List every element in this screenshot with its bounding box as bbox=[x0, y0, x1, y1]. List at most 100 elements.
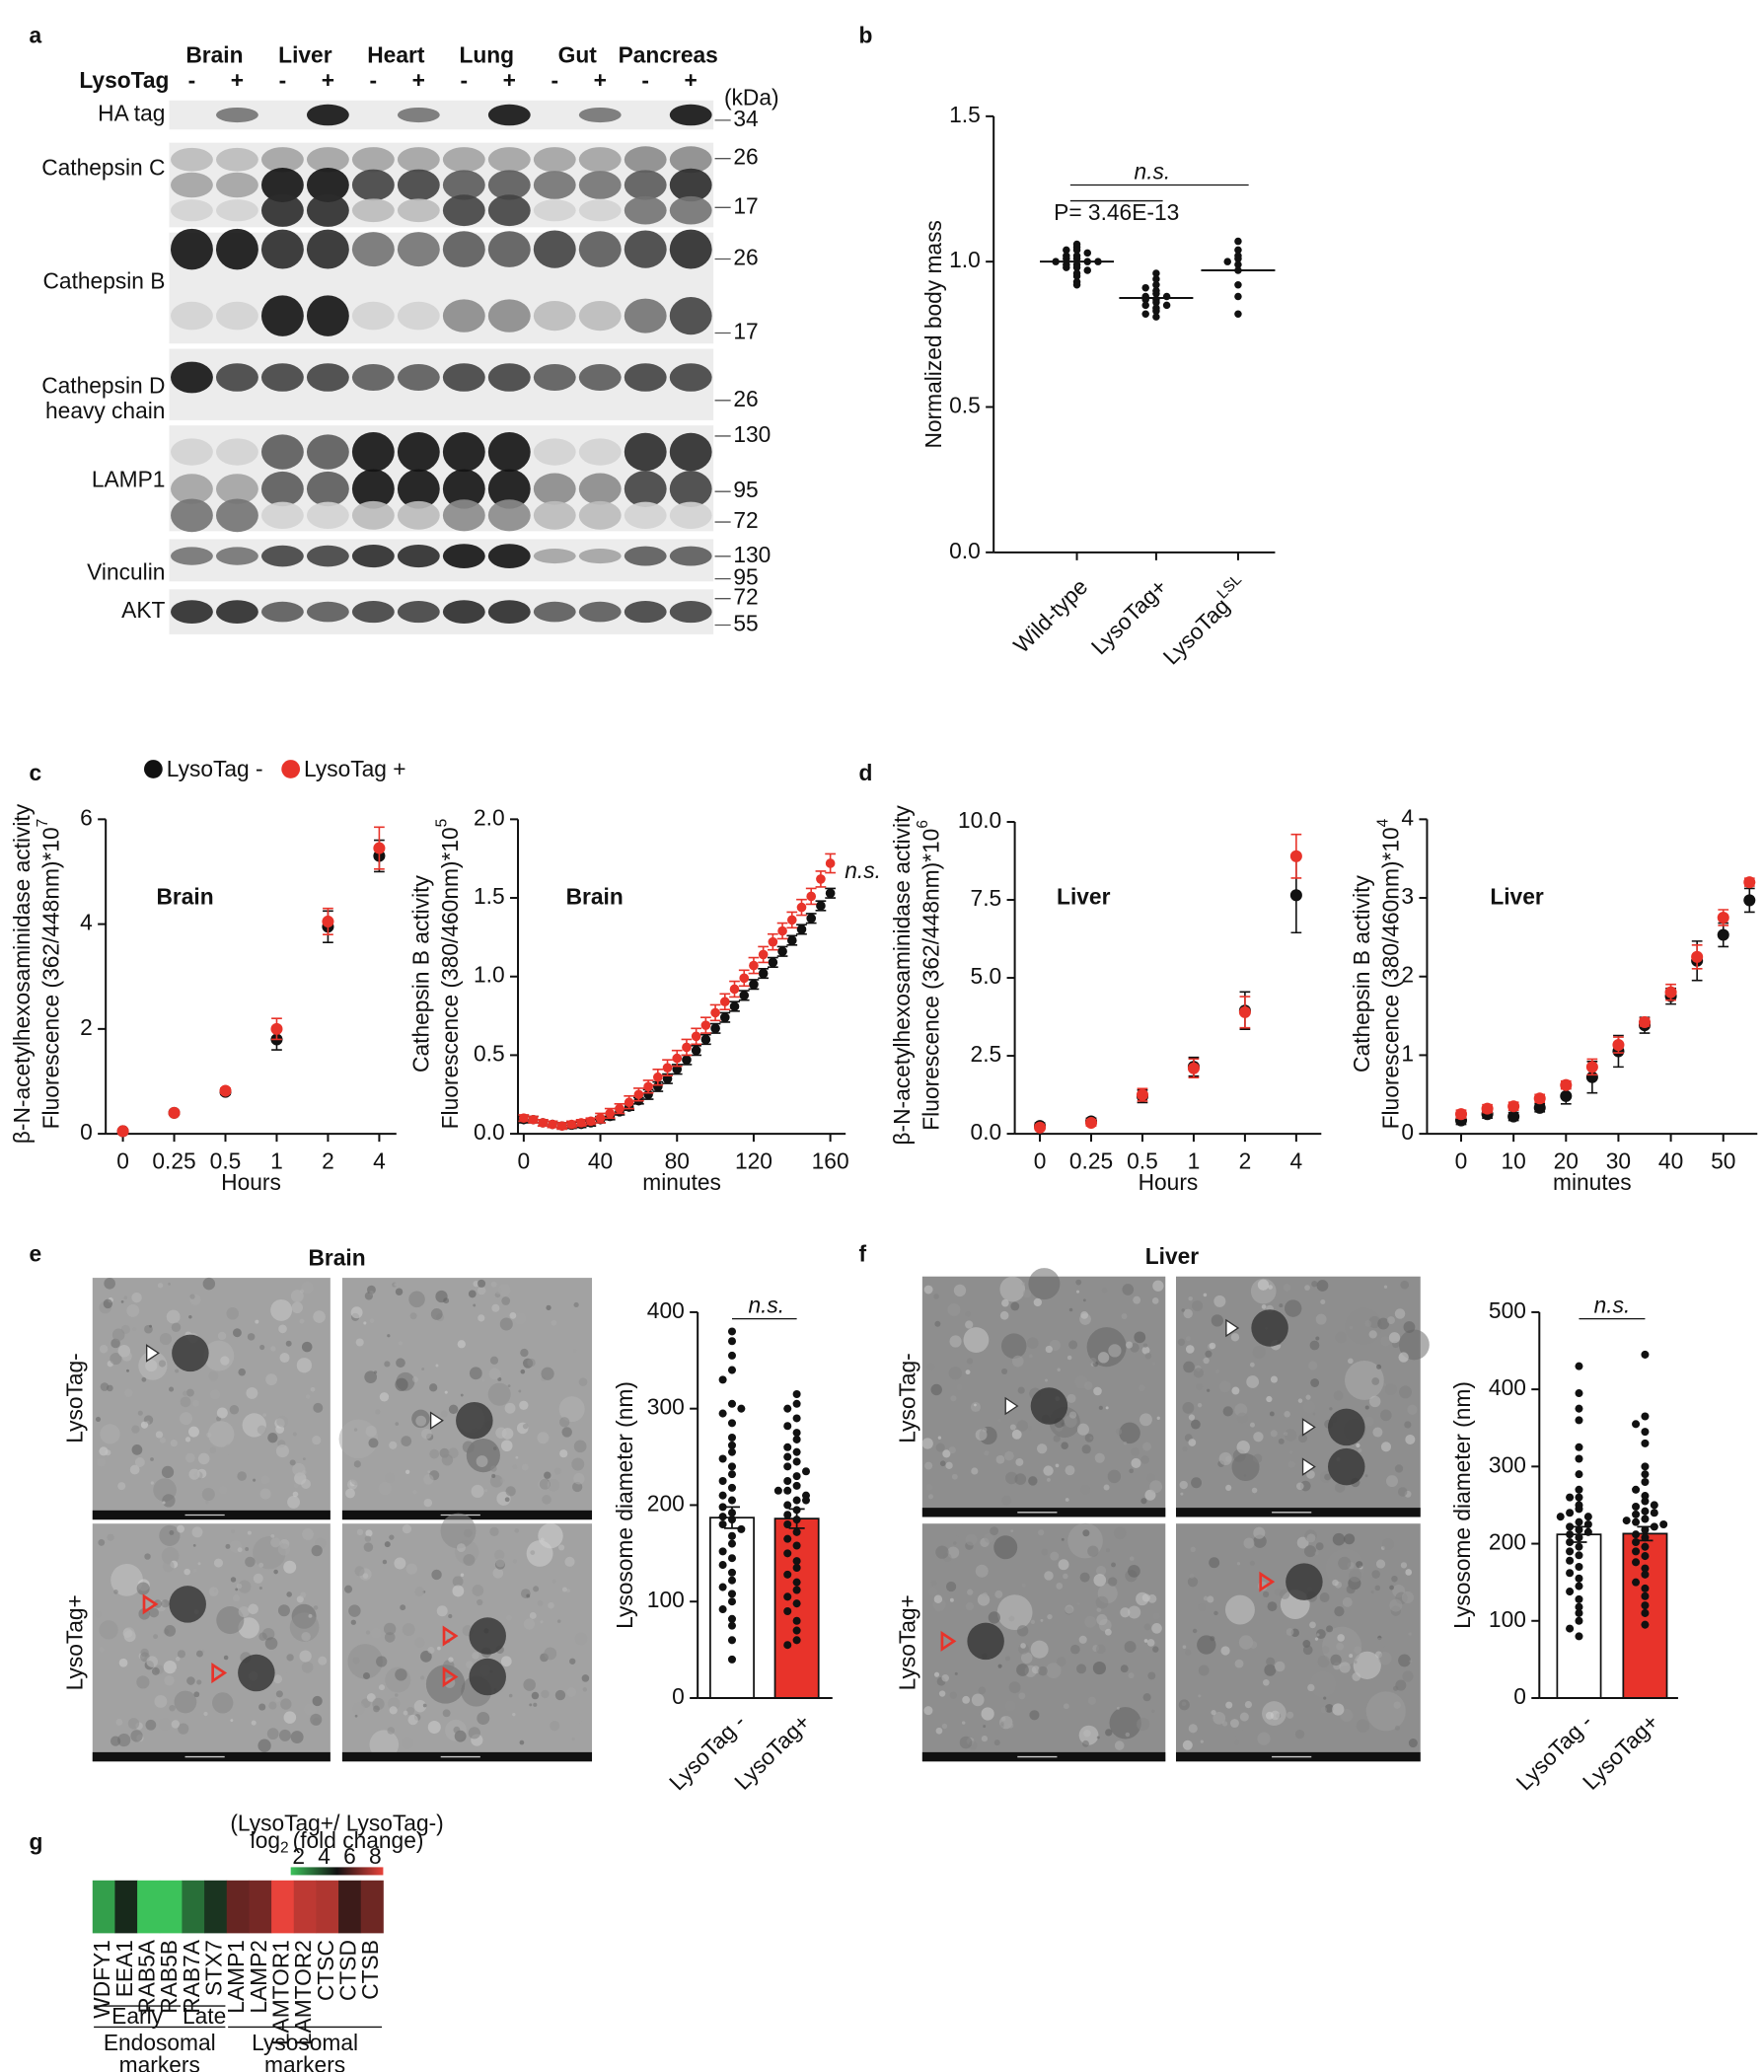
data-point bbox=[1034, 1121, 1047, 1134]
data-point bbox=[700, 1034, 711, 1045]
data-point bbox=[586, 1116, 596, 1127]
texture bbox=[1028, 1268, 1061, 1300]
texture bbox=[1257, 1732, 1271, 1745]
marker-label: 26 bbox=[733, 245, 758, 270]
texture bbox=[98, 1538, 106, 1546]
texture bbox=[159, 1437, 166, 1443]
blot-band bbox=[578, 601, 622, 623]
texture bbox=[1066, 1355, 1072, 1361]
blot-row-label: heavy chain bbox=[45, 398, 165, 423]
data-point bbox=[727, 1655, 737, 1664]
data-point bbox=[1454, 1108, 1468, 1121]
texture bbox=[1185, 1345, 1195, 1354]
heatmap-cell bbox=[204, 1880, 228, 1934]
texture bbox=[1372, 1427, 1383, 1438]
texture bbox=[402, 1623, 415, 1637]
texture bbox=[383, 1622, 397, 1636]
texture bbox=[1249, 1560, 1255, 1566]
texture bbox=[213, 1558, 223, 1568]
marker-label: 72 bbox=[733, 507, 758, 533]
y-tick-label: 0.5 bbox=[474, 1040, 505, 1066]
texture bbox=[174, 1690, 197, 1714]
blot-band bbox=[533, 199, 576, 222]
text-part: Cathepsin B activity bbox=[1349, 875, 1374, 1073]
texture bbox=[927, 1587, 938, 1597]
texture bbox=[1068, 1340, 1078, 1350]
texture bbox=[170, 1440, 178, 1447]
texture bbox=[1316, 1633, 1320, 1637]
micrograph-title: Liver bbox=[1145, 1243, 1200, 1269]
y-tick-label: 1.5 bbox=[949, 102, 981, 127]
y-axis-label: Fluorescence (362/448nm)*106 bbox=[915, 820, 943, 1131]
texture bbox=[541, 1689, 550, 1699]
heatmap-cell bbox=[249, 1880, 272, 1934]
gene-label: RAB5B bbox=[156, 1940, 182, 2014]
data-point bbox=[682, 1042, 692, 1053]
texture bbox=[188, 1315, 192, 1319]
data-point bbox=[718, 1375, 727, 1384]
data-point bbox=[783, 1534, 792, 1543]
texture bbox=[299, 1289, 305, 1294]
texture bbox=[1394, 1725, 1400, 1731]
blot-band bbox=[306, 295, 349, 336]
texture bbox=[368, 1438, 379, 1448]
gene-label: LAMP1 bbox=[223, 1940, 249, 2014]
texture bbox=[136, 1582, 150, 1595]
texture bbox=[443, 1660, 455, 1671]
texture bbox=[571, 1457, 585, 1471]
marker-label: 72 bbox=[733, 584, 758, 610]
blot-band bbox=[215, 228, 258, 270]
texture bbox=[107, 1533, 114, 1541]
texture bbox=[180, 1412, 193, 1426]
texture bbox=[1016, 1625, 1029, 1637]
blot-band bbox=[533, 171, 576, 199]
texture bbox=[1065, 1465, 1075, 1476]
texture bbox=[1264, 1664, 1277, 1676]
texture bbox=[318, 1656, 328, 1665]
lysosome bbox=[1030, 1387, 1068, 1425]
data-point bbox=[270, 1022, 283, 1035]
texture bbox=[278, 1324, 287, 1334]
colorbar-title: log2 (fold change) bbox=[251, 1827, 424, 1857]
blot-band bbox=[171, 474, 213, 504]
texture bbox=[1314, 1551, 1319, 1556]
blot-band bbox=[260, 295, 304, 336]
texture bbox=[538, 1478, 551, 1491]
texture bbox=[1229, 1719, 1239, 1729]
texture bbox=[366, 1693, 376, 1702]
bar bbox=[709, 1517, 755, 1699]
texture bbox=[1182, 1402, 1195, 1414]
data-point bbox=[792, 1616, 801, 1625]
y-tick-label: 100 bbox=[647, 1587, 685, 1612]
texture bbox=[270, 1298, 293, 1321]
texture bbox=[995, 1454, 1005, 1464]
texture bbox=[1386, 1475, 1398, 1488]
texture bbox=[344, 1585, 353, 1593]
texture bbox=[283, 1560, 297, 1574]
texture bbox=[1010, 1301, 1020, 1311]
texture bbox=[1076, 1664, 1087, 1674]
micrograph bbox=[92, 1523, 331, 1762]
data-point bbox=[1641, 1428, 1650, 1437]
texture bbox=[1142, 1693, 1151, 1702]
texture bbox=[954, 1671, 958, 1675]
blot-band bbox=[578, 364, 622, 392]
texture bbox=[1093, 1574, 1107, 1587]
blot-band bbox=[533, 230, 576, 268]
texture bbox=[1380, 1409, 1392, 1422]
blot-band bbox=[669, 146, 712, 174]
data-point bbox=[1152, 281, 1160, 289]
texture bbox=[478, 1314, 485, 1322]
gene-label: LAMTOR2 bbox=[290, 1940, 316, 2045]
data-point bbox=[727, 1470, 737, 1479]
texture bbox=[290, 1290, 304, 1303]
texture bbox=[398, 1341, 404, 1346]
texture bbox=[971, 1693, 985, 1707]
texture bbox=[1190, 1546, 1196, 1553]
texture bbox=[519, 1739, 525, 1745]
texture bbox=[499, 1317, 513, 1331]
texture bbox=[1253, 1432, 1264, 1443]
texture bbox=[1283, 1284, 1291, 1292]
blot-band bbox=[487, 194, 531, 227]
data-point bbox=[643, 1089, 653, 1100]
